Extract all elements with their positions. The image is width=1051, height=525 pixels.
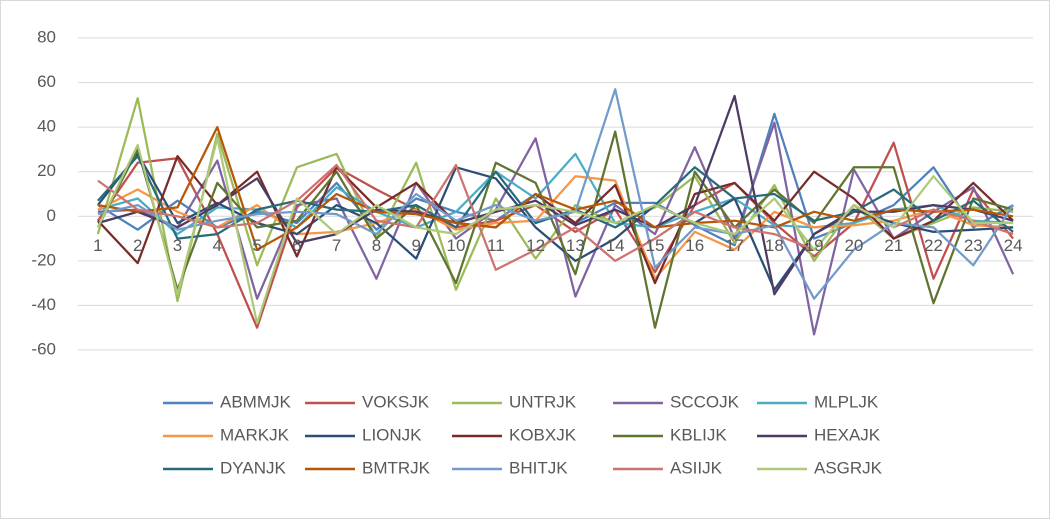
y-tick-label: -40 — [31, 295, 56, 314]
legend-label: LIONJK — [362, 425, 422, 444]
x-tick-label: 19 — [805, 236, 824, 255]
legend-label: BMTRJK — [362, 458, 431, 477]
legend: ABMMJK VOKSJK UNTRJK SCCOJK MLPLJK MARKJK LION… — [163, 392, 883, 477]
legend-label: ASGRJK — [814, 458, 883, 477]
x-tick-label: 21 — [884, 236, 903, 255]
x-tick-label: 9 — [411, 236, 420, 255]
legend-label: ABMMJK — [220, 392, 292, 411]
plot — [96, 88, 1015, 336]
y-tick-label: 40 — [37, 117, 56, 136]
y-tick-label: 60 — [37, 72, 56, 91]
legend-label: UNTRJK — [509, 392, 577, 411]
x-tick-label: 11 — [487, 236, 505, 255]
series-line — [96, 137, 1014, 325]
x-tick-label: 16 — [685, 236, 704, 255]
legend-label: ASIIJK — [670, 458, 723, 477]
legend-label: MARKJK — [220, 425, 290, 444]
x-tick-label: 24 — [1004, 236, 1023, 255]
x-tick-label: 10 — [447, 236, 466, 255]
y-tick-label: -60 — [31, 339, 56, 358]
legend-label: MLPLJK — [814, 392, 879, 411]
y-tick-label: 20 — [37, 161, 56, 180]
y-tick-label: -20 — [31, 250, 56, 269]
x-tick-label: 6 — [292, 236, 301, 255]
series-line — [97, 88, 1015, 300]
x-tick-label: 3 — [173, 236, 182, 255]
legend-label: KOBXJK — [509, 425, 577, 444]
y-tick-label: 0 — [47, 206, 56, 225]
x-tick-label: 15 — [646, 236, 665, 255]
legend-label: HEXAJK — [814, 425, 881, 444]
x-tick-label: 2 — [133, 236, 142, 255]
x-tick-label: 20 — [844, 236, 863, 255]
x-tick-label: 5 — [252, 236, 261, 255]
x-tick-label: 1 — [93, 236, 102, 255]
x-tick-label: 13 — [566, 236, 585, 255]
x-tick-label: 12 — [526, 236, 545, 255]
x-tick-label: 23 — [964, 236, 983, 255]
x-tick-label: 22 — [924, 236, 943, 255]
x-tick-label: 17 — [725, 236, 744, 255]
series-line — [97, 175, 1014, 280]
x-tick-label: 4 — [213, 236, 222, 255]
series-line — [97, 94, 1014, 296]
grid — [78, 37, 1033, 351]
legend-label: SCCOJK — [670, 392, 740, 411]
series-line — [97, 125, 1014, 251]
x-tick-label: 18 — [765, 236, 784, 255]
legend-label: KBLIJK — [670, 425, 727, 444]
x-tick-label: 14 — [606, 236, 625, 255]
x-tick-label: 8 — [372, 236, 381, 255]
legend-label: VOKSJK — [362, 392, 430, 411]
legend-label: DYANJK — [220, 458, 286, 477]
x-tick-label: 7 — [332, 236, 341, 255]
legend-label: BHITJK — [509, 458, 568, 477]
series-line — [96, 130, 1014, 329]
y-tick-label: 80 — [37, 27, 56, 46]
